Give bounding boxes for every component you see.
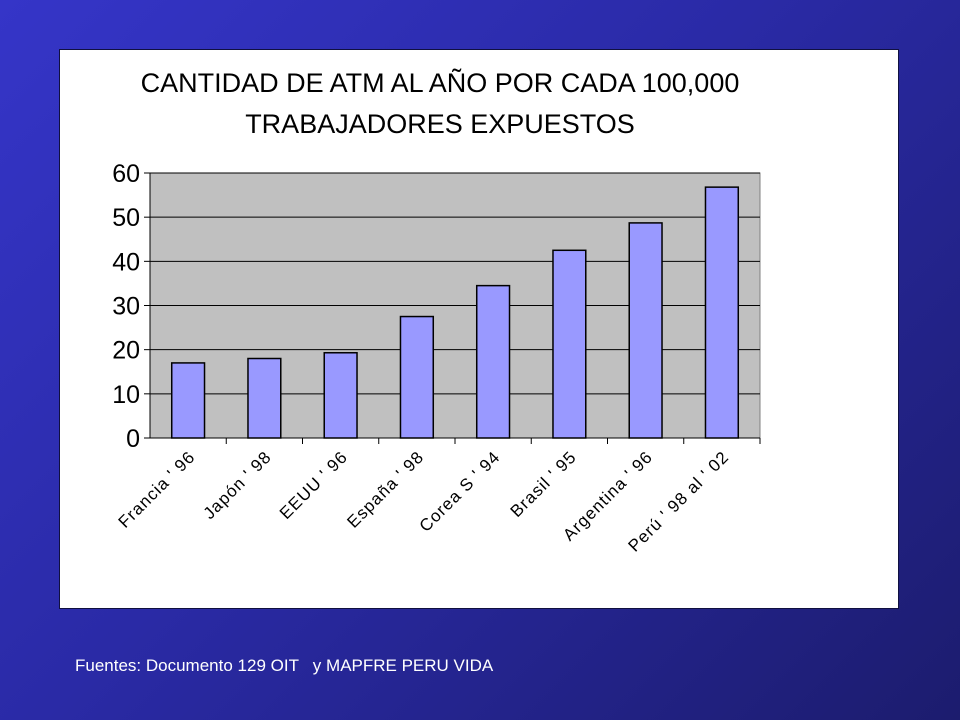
y-tick-label: 60 (112, 160, 140, 188)
bar (170, 362, 206, 439)
bar (399, 315, 435, 439)
x-tick-label: Brasil ' 95 (507, 447, 581, 521)
chart-title-line: TRABAJADORES EXPUESTOS (245, 109, 635, 139)
source-note: Fuentes: Documento 129 OIT y MAPFRE PERU… (75, 656, 494, 675)
x-tick-label: España ' 98 (343, 447, 427, 531)
y-tick-label: 20 (112, 337, 140, 365)
x-tick-label: Japón ' 98 (200, 447, 276, 523)
y-tick-label: 40 (112, 248, 140, 276)
chart-title-line: CANTIDAD DE ATM AL AÑO POR CADA 100,000 (141, 67, 740, 98)
y-tick-label: 30 (112, 293, 140, 321)
bar (475, 284, 511, 439)
bar (323, 352, 358, 439)
chart-panel: CANTIDAD DE ATM AL AÑO POR CADA 100,000 T… (59, 49, 899, 609)
bar (628, 222, 663, 439)
y-tick-label: 10 (112, 381, 140, 409)
bar (704, 186, 740, 439)
y-tick-label: 0 (126, 425, 140, 453)
bar (247, 357, 282, 439)
x-tick-label: Francia ' 96 (115, 447, 199, 531)
x-tick-label: Corea S ' 94 (416, 447, 504, 535)
y-tick-label: 50 (112, 204, 140, 232)
bar (552, 249, 587, 439)
x-tick-label: EEUU ' 96 (276, 447, 352, 523)
bar-chart: CANTIDAD DE ATM AL AÑO POR CADA 100,000 T… (112, 67, 761, 556)
